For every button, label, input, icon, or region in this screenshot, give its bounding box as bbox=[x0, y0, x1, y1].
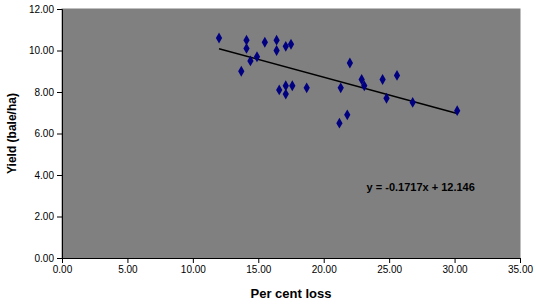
point bbox=[394, 70, 400, 81]
annotation: y = -0.1717x + 12.146 bbox=[367, 181, 475, 193]
tick: 35.00 bbox=[508, 258, 533, 275]
trendline bbox=[219, 49, 457, 114]
tick-mark bbox=[520, 258, 521, 263]
tick-mark bbox=[57, 217, 62, 218]
point bbox=[361, 80, 367, 91]
point bbox=[344, 109, 350, 120]
point bbox=[289, 80, 295, 91]
tick: 0.00 bbox=[53, 258, 73, 275]
tick-label: 15.00 bbox=[246, 264, 271, 275]
point bbox=[383, 93, 389, 104]
tick: 12.00 bbox=[29, 4, 62, 15]
tick-label: 30.00 bbox=[443, 264, 468, 275]
tick-mark bbox=[57, 92, 62, 93]
tick: 30.00 bbox=[443, 258, 468, 275]
point bbox=[283, 89, 289, 100]
tick: 0.00 bbox=[35, 253, 62, 264]
y-axis: 0.00 2.00 4.00 6.00 8.00 10.00 12.00 bbox=[29, 4, 63, 264]
point bbox=[304, 82, 310, 93]
tick: 4.00 bbox=[35, 170, 62, 181]
tick-mark bbox=[57, 51, 62, 52]
point bbox=[254, 51, 260, 62]
point bbox=[336, 118, 342, 129]
tick-label: 35.00 bbox=[508, 264, 533, 275]
tick: 6.00 bbox=[35, 128, 62, 139]
tick-label: 10.00 bbox=[181, 264, 206, 275]
tick: 8.00 bbox=[35, 87, 62, 98]
data-layer bbox=[216, 33, 460, 129]
tick-label: 4.00 bbox=[35, 170, 55, 181]
chart: 0.005.0010.0015.0020.0025.0030.0035.000.… bbox=[0, 0, 536, 308]
tick-mark bbox=[57, 9, 62, 10]
axis-line bbox=[63, 259, 521, 264]
point bbox=[243, 43, 249, 54]
tick-mark bbox=[258, 258, 259, 263]
point bbox=[273, 45, 279, 56]
point bbox=[216, 33, 222, 44]
tick: 10.00 bbox=[181, 258, 206, 275]
x-axis-title: Per cent loss bbox=[251, 286, 332, 301]
point bbox=[454, 105, 460, 116]
tick-mark bbox=[324, 258, 325, 263]
point bbox=[338, 82, 344, 93]
tick-mark bbox=[57, 175, 62, 176]
tick: 25.00 bbox=[377, 258, 402, 275]
tick: 20.00 bbox=[312, 258, 337, 275]
tick-label: 8.00 bbox=[35, 87, 55, 98]
point bbox=[283, 41, 289, 52]
tick-label: 5.00 bbox=[118, 264, 138, 275]
plot: 0.005.0010.0015.0020.0025.0030.0035.000.… bbox=[29, 4, 533, 275]
tick-mark bbox=[127, 258, 128, 263]
tick: 15.00 bbox=[246, 258, 271, 275]
tick-mark bbox=[57, 134, 62, 135]
tick-mark bbox=[389, 258, 390, 263]
point bbox=[262, 37, 268, 48]
x-axis: 0.00 5.00 10.00 15.00 20.00 25.00 30.00 35.00 bbox=[53, 258, 534, 275]
tick: 5.00 bbox=[118, 258, 138, 275]
tick-label: 0.00 bbox=[35, 253, 55, 264]
tick: 10.00 bbox=[29, 45, 62, 56]
point bbox=[276, 84, 282, 95]
point bbox=[379, 74, 385, 85]
tick-label: 0.00 bbox=[53, 264, 73, 275]
point bbox=[247, 55, 253, 66]
tick-label: 2.00 bbox=[35, 211, 55, 222]
tick-label: 10.00 bbox=[29, 45, 54, 56]
point bbox=[273, 35, 279, 46]
tick-label: 6.00 bbox=[35, 128, 55, 139]
background bbox=[0, 0, 536, 308]
tick: 2.00 bbox=[35, 211, 62, 222]
tick-mark bbox=[57, 258, 62, 259]
point bbox=[347, 58, 353, 69]
point bbox=[410, 97, 416, 108]
tick-mark bbox=[455, 258, 456, 263]
tick-label: 20.00 bbox=[312, 264, 337, 275]
tick-mark bbox=[193, 258, 194, 263]
y-axis-title: Yield (bale/ha) bbox=[5, 93, 19, 174]
tick-label: 25.00 bbox=[377, 264, 402, 275]
point bbox=[238, 66, 244, 77]
tick-label: 12.00 bbox=[29, 4, 54, 15]
point bbox=[288, 39, 294, 50]
axis-line bbox=[57, 10, 63, 259]
plot-area bbox=[62, 9, 520, 258]
